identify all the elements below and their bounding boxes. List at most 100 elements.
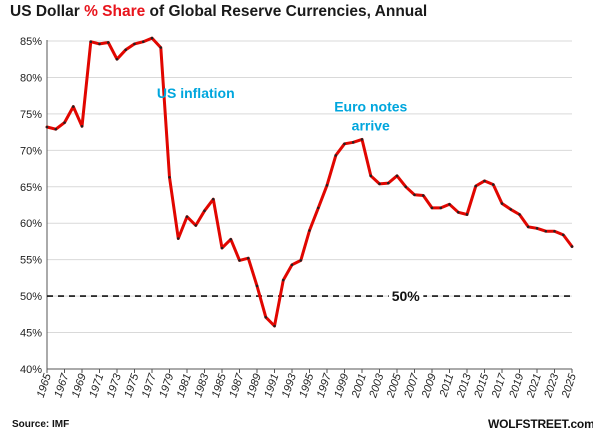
data-point [456, 210, 460, 214]
data-point [386, 181, 390, 185]
data-point [413, 193, 416, 197]
data-point [63, 121, 66, 124]
data-point [229, 237, 233, 241]
data-point [553, 229, 556, 233]
x-tick-label: 2011 [437, 372, 456, 399]
data-point [238, 259, 241, 262]
data-point [570, 245, 574, 248]
reference-label-bg [388, 288, 424, 305]
data-point [150, 36, 154, 40]
y-tick-label: 55% [20, 255, 42, 267]
data-point [509, 208, 513, 211]
x-tick-label: 2003 [367, 371, 387, 400]
data-point [299, 259, 303, 262]
data-point [334, 154, 338, 157]
data-point [80, 124, 84, 128]
x-tick-label: 1967 [52, 371, 71, 399]
data-point [246, 256, 250, 260]
y-tick-label: 45% [20, 328, 42, 340]
annotation-2-line-2: arrive [352, 118, 390, 134]
data-point [561, 233, 565, 237]
data-point [526, 225, 530, 229]
data-point [54, 127, 58, 131]
data-point [360, 138, 364, 141]
x-tick-label: 2025 [560, 371, 580, 400]
data-point [325, 184, 329, 187]
x-tick-label: 1987 [227, 371, 246, 399]
data-point [369, 174, 373, 178]
y-tick-label: 75% [20, 109, 42, 121]
data-point [474, 184, 478, 188]
x-tick-label: 1983 [192, 371, 211, 399]
x-tick-label: 1991 [262, 372, 281, 399]
x-tick-label: 2007 [402, 371, 422, 400]
data-point [168, 176, 171, 179]
data-point [185, 215, 189, 218]
data-point [308, 229, 311, 232]
series-line [45, 36, 574, 328]
x-tick-label: 1981 [175, 372, 194, 399]
data-point [483, 179, 486, 183]
data-point [421, 194, 425, 197]
data-point [491, 183, 495, 186]
data-point [439, 206, 443, 210]
data-point [518, 213, 521, 216]
data-point [133, 42, 136, 46]
chart-title-suffix: of Global Reserve Currencies, Annual [145, 3, 428, 20]
reference-line-label: 50% [392, 288, 421, 304]
x-tick-label: 1973 [105, 371, 124, 399]
x-tick-label: 2015 [472, 371, 492, 400]
y-tick-label: 40% [20, 364, 42, 376]
y-tick-label: 50% [20, 291, 42, 303]
y-tick-label: 60% [20, 218, 42, 230]
x-tick-label: 1975 [122, 371, 141, 399]
x-tick-label: 2017 [490, 371, 510, 400]
data-point [106, 41, 110, 44]
annotation-1-line-1: US inflation [157, 85, 235, 101]
y-tick-label: 65% [20, 182, 42, 194]
x-tick-label: 1993 [280, 371, 299, 399]
chart-title-highlight: % Share [84, 3, 146, 20]
x-tick-label: 1985 [210, 371, 229, 399]
data-point [124, 48, 128, 52]
x-tick-label: 2001 [350, 372, 369, 400]
data-point [203, 209, 206, 213]
data-point [281, 278, 285, 282]
chart-title-prefix: US Dollar [10, 3, 85, 20]
data-point [448, 202, 451, 206]
data-point [395, 174, 399, 178]
source-note: Source: IMF [12, 419, 70, 430]
x-tick-label: 1977 [140, 371, 159, 399]
data-point [465, 213, 469, 216]
x-tick-label: 1971 [87, 372, 106, 399]
data-point [176, 237, 180, 240]
x-tick-label: 2005 [385, 371, 405, 400]
y-tick-label: 85% [20, 36, 42, 48]
x-tick-label: 1989 [245, 372, 264, 399]
y-tick-label: 80% [20, 72, 42, 84]
data-point [404, 185, 408, 189]
data-point [535, 227, 539, 230]
x-tick-label: 2023 [542, 371, 562, 400]
annotation-2-line-1: Euro notes [334, 99, 407, 115]
data-point [500, 202, 504, 205]
x-tick-label: 1979 [157, 372, 176, 399]
data-point [71, 105, 75, 108]
data-point [544, 229, 548, 233]
data-point [343, 142, 346, 146]
chart-title: US Dollar % Share of Global Reserve Curr… [10, 3, 427, 21]
data-point [45, 125, 49, 129]
data-point [89, 40, 93, 44]
x-tick-label: 2021 [525, 372, 544, 400]
x-tick-label: 2009 [420, 372, 439, 400]
data-point [220, 246, 224, 250]
x-tick-label: 1997 [315, 371, 334, 399]
data-point [290, 263, 294, 267]
x-tick-label: 1969 [70, 372, 89, 399]
y-tick-label: 70% [20, 145, 42, 157]
data-point [316, 206, 320, 210]
x-tick-label: 1995 [297, 371, 316, 399]
data-point [115, 57, 119, 61]
data-point [264, 315, 268, 319]
